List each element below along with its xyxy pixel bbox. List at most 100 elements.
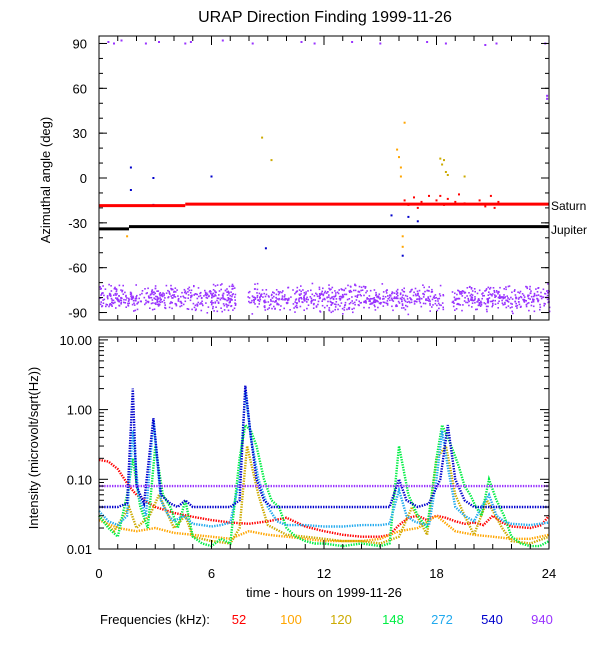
azimuth-point-940: [428, 300, 430, 302]
azimuth-point-940: [120, 301, 122, 304]
azimuth-point: [120, 39, 123, 42]
azimuth-point-940: [474, 290, 476, 293]
azimuth-point-940: [521, 293, 524, 295]
azimuth-point-940: [283, 307, 285, 310]
azimuth-point-940: [533, 292, 536, 295]
azimuth-point-940: [206, 292, 208, 295]
azimuth-point-940: [377, 295, 380, 297]
azimuth-point-940: [337, 292, 340, 295]
azimuth-point-940: [298, 299, 300, 301]
azimuth-point: [443, 159, 445, 162]
azimuth-point-940: [511, 291, 513, 294]
azimuth-point-940: [369, 299, 371, 301]
azimuth-point-940: [294, 292, 296, 295]
azimuth-point-940: [159, 299, 162, 301]
azimuth-point-940: [318, 286, 321, 289]
azimuth-point-940: [501, 296, 503, 298]
azimuth-point-940: [509, 307, 512, 309]
azimuth-point-940: [128, 299, 130, 301]
azimuth-point-940: [495, 295, 497, 297]
azimuth-point-940: [295, 304, 298, 307]
azimuth-point-940: [183, 296, 185, 299]
azimuth-point-940: [155, 295, 157, 298]
azimuth-point-940: [230, 299, 232, 301]
azimuth-point-940: [494, 303, 497, 305]
series-52: [403, 193, 500, 209]
azimuth-point-940: [464, 296, 466, 299]
azimuth-point-940: [487, 305, 489, 308]
legend-item-100: 100: [280, 612, 302, 627]
azimuth-point-940: [395, 293, 398, 295]
azimuth-point-940: [223, 304, 226, 307]
azimuth-point-940: [100, 294, 102, 296]
azimuth-point-940: [117, 300, 119, 302]
azimuth-point-940: [452, 300, 455, 303]
azimuth-point-940: [181, 291, 183, 294]
azimuth-axes: 90 60 30 0 -30 -60 -90: [68, 35, 550, 321]
azimuth-point-940: [382, 291, 385, 293]
azimuth-point-940: [373, 304, 376, 306]
azimuth-point-940: [295, 291, 297, 294]
azimuth-point-940: [477, 300, 479, 302]
azimuth-point-940: [199, 303, 201, 305]
azimuth-point-940: [529, 292, 532, 294]
azimuth-point-940: [517, 301, 520, 303]
azimuth-point-940: [204, 291, 207, 294]
azimuth-point-940: [141, 292, 143, 295]
azimuth-point-940: [147, 301, 150, 304]
azimuth-point-940: [132, 299, 135, 302]
azimuth-point-940: [373, 298, 376, 301]
azimuth-point-940: [503, 288, 505, 290]
azimuth-point-940: [143, 296, 146, 299]
azimuth-point-940: [324, 290, 327, 293]
azimuth-point-940: [410, 301, 413, 304]
azimuth-point-940: [439, 284, 442, 287]
azimuth-point-940: [118, 304, 120, 307]
azimuth-point-940: [125, 306, 127, 308]
azimuth-point-940: [294, 311, 296, 313]
azimuth-point-940: [504, 301, 506, 304]
azimuth-point-940: [271, 297, 274, 299]
azimuth-point-940: [220, 307, 222, 309]
azimuth-point-940: [274, 301, 276, 303]
azimuth-point-940: [348, 306, 351, 309]
azimuth-point-940: [227, 297, 230, 300]
azimuth-point-940: [116, 297, 119, 299]
azimuth-point-940: [292, 289, 294, 291]
azimuth-point: [407, 215, 410, 218]
azimuth-point: [426, 41, 429, 43]
azimuth-point-940: [334, 303, 336, 305]
azimuth-point-940: [275, 293, 278, 296]
azimuth-point-940: [333, 296, 335, 298]
azimuth-point-940: [490, 300, 492, 303]
azimuth-point-940: [124, 302, 127, 304]
azimuth-point-940: [275, 289, 278, 291]
azimuth-point-940: [157, 305, 160, 307]
azimuth-point-940: [328, 309, 330, 311]
azimuth-point-940: [151, 289, 154, 291]
azimuth-point-940: [346, 298, 349, 301]
intensity-y-label: Intensity (microvolt/sqrt(Hz)): [26, 367, 41, 530]
frequency-legend: Frequencies (kHz): 52 100 120 148 272 540 940: [100, 612, 553, 627]
azimuth-point-940: [218, 294, 220, 296]
azimuth-point-940: [154, 298, 157, 300]
azimuth-point: [416, 206, 419, 209]
azimuth-point-940: [319, 293, 322, 296]
azimuth-point-940: [292, 303, 295, 305]
azimuth-point-940: [471, 302, 474, 304]
azimuth-point: [401, 245, 404, 248]
azimuth-point: [399, 166, 402, 169]
azimuth-point-940: [231, 293, 234, 296]
azimuth-point-940: [196, 304, 199, 306]
azimuth-point-940: [334, 295, 337, 298]
azimuth-point-940: [381, 298, 384, 300]
azimuth-point-940: [126, 297, 128, 299]
azimuth-point-940: [456, 302, 459, 305]
azimuth-point-940: [226, 291, 228, 293]
azimuth-point-940: [225, 303, 227, 305]
azimuth-point-940: [391, 298, 393, 301]
azimuth-point-940: [222, 296, 224, 299]
azimuth-point-940: [479, 305, 482, 307]
azimuth-point-940: [219, 284, 222, 286]
azimuth-point-940: [201, 303, 203, 305]
